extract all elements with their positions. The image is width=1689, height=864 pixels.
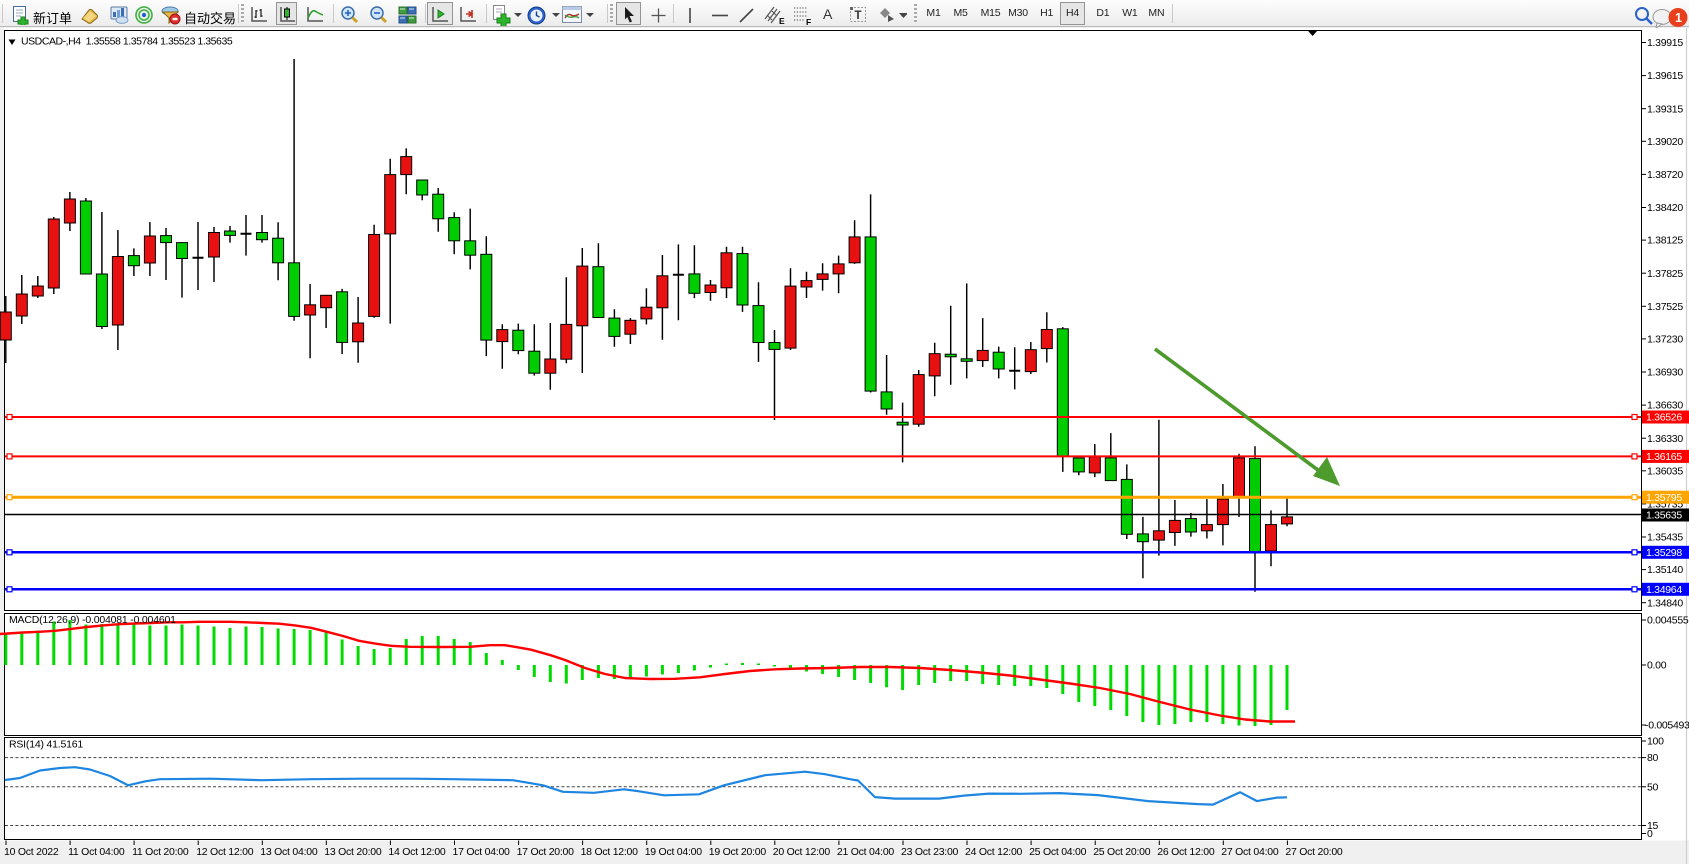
svg-text:1.36526: 1.36526 <box>1646 412 1682 424</box>
svg-text:1.37825: 1.37825 <box>1647 268 1683 280</box>
svg-text:24 Oct 12:00: 24 Oct 12:00 <box>965 846 1023 858</box>
svg-text:1.36330: 1.36330 <box>1647 433 1683 445</box>
svg-text:14 Oct 12:00: 14 Oct 12:00 <box>388 846 446 858</box>
svg-text:1.34840: 1.34840 <box>1647 597 1683 609</box>
svg-text:0: 0 <box>1647 828 1653 840</box>
svg-text:1.37230: 1.37230 <box>1647 334 1683 346</box>
svg-text:20 Oct 12:00: 20 Oct 12:00 <box>773 846 831 858</box>
svg-text:25 Oct 04:00: 25 Oct 04:00 <box>1029 846 1087 858</box>
svg-text:23 Oct 23:00: 23 Oct 23:00 <box>901 846 959 858</box>
svg-text:-0.005493: -0.005493 <box>1645 720 1689 732</box>
svg-text:13 Oct 20:00: 13 Oct 20:00 <box>324 846 382 858</box>
svg-text:13 Oct 04:00: 13 Oct 04:00 <box>260 846 318 858</box>
svg-text:80: 80 <box>1647 752 1659 764</box>
svg-text:1.36035: 1.36035 <box>1647 465 1683 477</box>
svg-text:1.36630: 1.36630 <box>1647 400 1683 412</box>
svg-text:25 Oct 20:00: 25 Oct 20:00 <box>1093 846 1151 858</box>
svg-text:MACD(12,26,9) -0.004081 -0.004: MACD(12,26,9) -0.004081 -0.004601 <box>9 614 176 626</box>
svg-text:21 Oct 04:00: 21 Oct 04:00 <box>837 846 895 858</box>
svg-text:1.38125: 1.38125 <box>1647 235 1683 247</box>
svg-text:15: 15 <box>1647 820 1659 832</box>
svg-text:0.004555: 0.004555 <box>1647 615 1689 627</box>
svg-text:17 Oct 20:00: 17 Oct 20:00 <box>517 846 575 858</box>
svg-text:100: 100 <box>1647 736 1664 748</box>
svg-text:USDCAD-,H4 1.35558 1.35784 1.: USDCAD-,H4 1.35558 1.35784 1.35523 1.356… <box>21 36 233 48</box>
svg-text:1.35795: 1.35795 <box>1646 492 1682 504</box>
svg-text:11 Oct 20:00: 11 Oct 20:00 <box>132 846 189 858</box>
svg-text:F: F <box>806 17 811 26</box>
svg-text:18 Oct 12:00: 18 Oct 12:00 <box>581 846 639 858</box>
svg-text:1.39315: 1.39315 <box>1647 103 1683 115</box>
svg-text:RSI(14) 41.5161: RSI(14) 41.5161 <box>9 739 83 751</box>
svg-text:1.36165: 1.36165 <box>1646 451 1682 463</box>
svg-text:50: 50 <box>1647 781 1659 793</box>
svg-text:1.38720: 1.38720 <box>1647 169 1683 181</box>
svg-text:12 Oct 12:00: 12 Oct 12:00 <box>196 846 254 858</box>
svg-text:T: T <box>855 10 862 22</box>
svg-text:11 Oct 04:00: 11 Oct 04:00 <box>68 846 125 858</box>
svg-text:26 Oct 12:00: 26 Oct 12:00 <box>1157 846 1215 858</box>
svg-text:19 Oct 20:00: 19 Oct 20:00 <box>709 846 767 858</box>
svg-text:1.34964: 1.34964 <box>1646 584 1682 596</box>
svg-text:10 Oct 2022: 10 Oct 2022 <box>4 846 59 858</box>
svg-text:1.39020: 1.39020 <box>1647 136 1683 148</box>
svg-text:1: 1 <box>1675 11 1682 25</box>
svg-text:0.00: 0.00 <box>1647 660 1667 672</box>
svg-text:1.36930: 1.36930 <box>1647 367 1683 379</box>
svg-text:1.35435: 1.35435 <box>1647 532 1683 544</box>
svg-text:1.39615: 1.39615 <box>1647 70 1683 82</box>
svg-text:17 Oct 04:00: 17 Oct 04:00 <box>453 846 511 858</box>
svg-text:1.39915: 1.39915 <box>1647 37 1683 49</box>
svg-text:1.35635: 1.35635 <box>1646 510 1682 522</box>
svg-text:1.38420: 1.38420 <box>1647 202 1683 214</box>
svg-text:19 Oct 04:00: 19 Oct 04:00 <box>645 846 703 858</box>
svg-text:1.35140: 1.35140 <box>1647 564 1683 576</box>
svg-text:27 Oct 20:00: 27 Oct 20:00 <box>1285 846 1343 858</box>
svg-text:1.35298: 1.35298 <box>1646 547 1682 559</box>
svg-text:E: E <box>779 16 785 26</box>
svg-text:27 Oct 04:00: 27 Oct 04:00 <box>1221 846 1279 858</box>
svg-text:1.37525: 1.37525 <box>1647 301 1683 313</box>
